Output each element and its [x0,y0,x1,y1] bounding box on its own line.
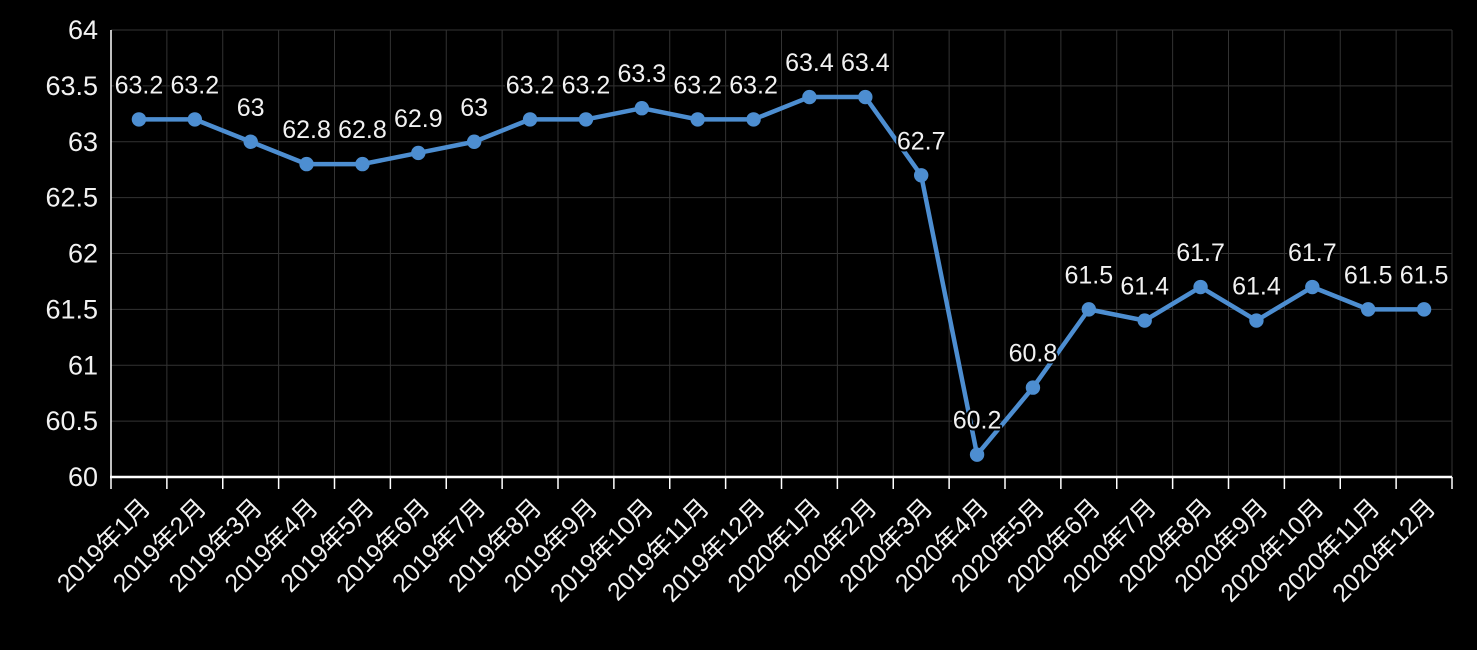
y-axis-tick-label: 64 [68,15,98,45]
data-point-label: 63 [237,94,265,122]
data-point-marker [466,134,482,149]
y-axis-tick-label: 61.5 [45,294,98,324]
data-point-marker [1193,279,1208,295]
data-point-marker [1360,302,1376,317]
data-point-label: 63.3 [617,60,666,88]
data-point-label: 62.9 [394,105,443,133]
data-point-marker [858,89,873,105]
data-point-marker [913,168,929,183]
data-point-marker [355,156,370,172]
data-point-marker [802,89,817,105]
data-point-marker [243,134,258,149]
data-point-marker [187,112,203,127]
data-point-label: 63.2 [506,71,555,99]
data-point-marker [1081,302,1097,317]
data-point-marker [1137,313,1152,328]
data-point-label: 60.2 [953,407,1002,435]
data-point-label: 63.4 [785,49,834,77]
data-point-label: 62.8 [282,116,331,144]
y-axis-tick-label: 62 [68,239,98,269]
data-point-marker [690,112,705,127]
data-point-label: 63.2 [170,71,219,99]
data-point-label: 61.5 [1400,261,1449,289]
series-line [136,94,1427,457]
data-point-marker [578,112,594,127]
data-point-label: 61.7 [1176,239,1225,267]
data-point-label: 63.2 [562,71,611,99]
data-point-label: 60.8 [1009,340,1058,368]
data-point-label: 61.7 [1288,239,1337,267]
y-axis-tick-label: 62.5 [45,183,98,213]
data-point-label: 62.8 [338,116,387,144]
data-point-label: 61.5 [1064,261,1113,289]
data-point-marker [1416,302,1432,317]
data-point-marker [1025,380,1041,395]
data-point-marker [634,101,650,116]
data-point-marker [131,112,147,127]
data-point-label: 63.2 [115,71,164,99]
data-point-marker [1305,279,1320,295]
data-point-marker [1249,313,1264,328]
data-point-label: 63.2 [673,71,722,99]
data-point-marker [746,112,761,127]
data-point-marker [411,145,426,161]
y-axis-tick-label: 61 [68,350,98,380]
y-axis-tick-label: 63.5 [45,71,98,101]
data-point-label: 61.5 [1344,261,1393,289]
y-axis-tick-label: 60 [68,462,98,492]
data-point-marker [969,447,985,462]
data-point-label: 62.7 [897,127,946,155]
data-point-label: 61.4 [1232,273,1281,301]
data-point-marker [522,112,538,127]
data-point-label: 63.4 [841,49,890,77]
data-point-label: 63.2 [729,71,778,99]
data-point-label: 63 [460,94,488,122]
y-axis-tick-label: 60.5 [45,406,98,436]
y-axis-tick-label: 63 [68,127,98,157]
data-point-label: 61.4 [1120,273,1169,301]
data-point-marker [299,156,314,172]
